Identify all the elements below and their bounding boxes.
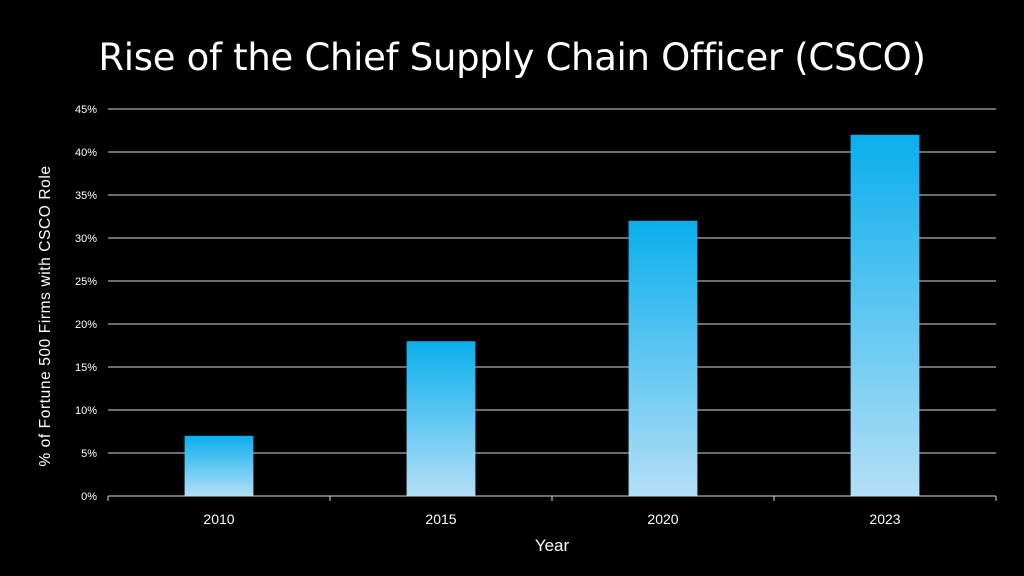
bar-2020 [628,220,698,497]
x-axis-label: Year [535,536,570,555]
y-tick-label: 15% [75,362,97,374]
y-tick-label: 10% [75,405,97,417]
x-tick-label: 2020 [647,511,678,527]
y-tick-label: 0% [81,491,97,503]
y-tick-label: 5% [81,448,97,460]
y-tick-label: 25% [75,276,97,288]
y-axis-label: % of Fortune 500 Firms with CSCO Role [37,165,54,466]
gridlines [107,108,997,501]
bar-2015 [406,341,476,496]
y-tick-label: 45% [75,104,97,116]
y-tick-label: 35% [75,190,97,202]
y-axis-ticks: 0% 5% 10% 15% 20% 25% 30% 35% 40% 45% [75,104,97,503]
y-tick-label: 20% [75,319,97,331]
bar-2023 [850,134,920,497]
y-tick-label: 40% [75,147,97,159]
x-tick-label: 2015 [425,511,456,527]
x-axis-ticks: 2010 2015 2020 2023 [203,511,900,527]
x-tick-label: 2010 [203,511,234,527]
x-tick-label: 2023 [869,511,900,527]
chart-title: Rise of the Chief Supply Chain Officer (… [98,36,926,79]
bars [184,134,920,497]
bar-2010 [184,435,254,496]
y-tick-label: 30% [75,233,97,245]
